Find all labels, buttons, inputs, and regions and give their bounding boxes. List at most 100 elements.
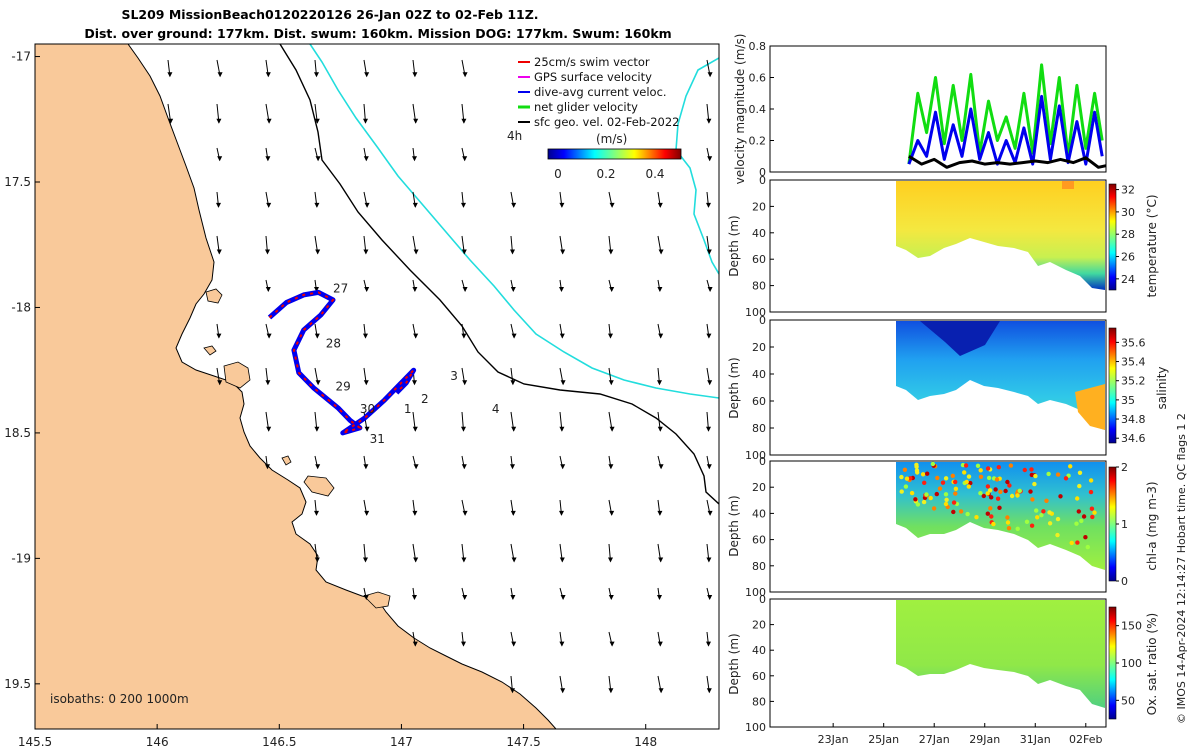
sfc-vector-head bbox=[559, 333, 565, 339]
sfc-vector-head bbox=[363, 156, 369, 162]
sfc-vector-head bbox=[657, 641, 663, 647]
sfc-vector-head bbox=[707, 380, 713, 386]
map-x-ticks: 145.5 146 146.5 147 147.5 148 bbox=[18, 724, 657, 749]
map-xtick-label: 147 bbox=[390, 735, 413, 749]
depth-tick-label: 100 bbox=[745, 586, 766, 599]
temperature-ylabel: Depth (m) bbox=[727, 215, 741, 276]
chl-sample bbox=[1033, 473, 1038, 479]
chl-sample bbox=[988, 506, 993, 511]
chlorophyll-cbar-label: chl-a (mg m-3) bbox=[1145, 481, 1159, 570]
legend-item: dive-avg current veloc. bbox=[534, 85, 667, 99]
sfc-vector-head bbox=[216, 202, 221, 208]
chl-sample bbox=[985, 491, 990, 496]
sfc-vector-head bbox=[314, 557, 320, 563]
depth-tick-label: 0 bbox=[759, 455, 766, 468]
sfc-vector-head bbox=[216, 249, 222, 255]
depth-tick-label: 100 bbox=[745, 721, 766, 734]
chl-sample bbox=[1006, 526, 1012, 531]
chl-sample bbox=[914, 464, 919, 469]
sfc-vector-head bbox=[560, 249, 566, 255]
chl-sample bbox=[1058, 494, 1063, 499]
time-tick-label: 29Jan bbox=[969, 733, 1000, 746]
depth-tick-label: 60 bbox=[752, 395, 766, 408]
chl-sample bbox=[1015, 493, 1020, 498]
oxygen-cbar-label: Ox. sat. ratio (%) bbox=[1145, 613, 1159, 715]
chl-sample bbox=[991, 521, 996, 527]
salinity-ylabel: Depth (m) bbox=[727, 357, 741, 418]
legend-item: GPS surface velocity bbox=[534, 70, 652, 84]
sfc-vector-head bbox=[609, 641, 615, 647]
sfc-vector-head bbox=[412, 287, 418, 292]
sfc-vector-head bbox=[511, 557, 517, 563]
sfc-vector-head bbox=[363, 464, 369, 470]
chl-sample bbox=[1044, 498, 1049, 503]
velocity-series-line bbox=[908, 155, 1107, 169]
depth-tick-label: 60 bbox=[752, 253, 766, 266]
chl-sample bbox=[931, 506, 937, 511]
chl-sample bbox=[968, 480, 973, 486]
map-xtick-label: 147.5 bbox=[506, 735, 540, 749]
chl-sample bbox=[909, 490, 915, 496]
time-axis-ticks: 23Jan 25Jan 27Jan 29Jan 31Jan 02Feb bbox=[818, 723, 1103, 746]
oxygen-section bbox=[896, 600, 1105, 708]
velocity-ytick-label: 0 bbox=[759, 166, 766, 179]
sfc-vector-head bbox=[314, 426, 320, 432]
chl-sample bbox=[930, 461, 936, 467]
sfc-vector-head bbox=[265, 464, 270, 470]
chl-sample bbox=[1009, 493, 1015, 499]
oxygen-colorbar bbox=[1108, 606, 1117, 720]
sfc-vector-head bbox=[265, 156, 271, 162]
chl-sample bbox=[994, 477, 1000, 482]
map-xtick-label: 146 bbox=[146, 735, 169, 749]
velocity-series-line bbox=[907, 94, 1104, 166]
sfc-vector-head bbox=[706, 249, 712, 255]
time-tick-label: 27Jan bbox=[919, 733, 950, 746]
sfc-vector-head bbox=[706, 641, 711, 647]
chl-sample bbox=[899, 474, 904, 480]
sfc-vector-head bbox=[706, 426, 711, 432]
sfc-vector-head bbox=[461, 426, 466, 432]
chl-sample bbox=[993, 487, 998, 492]
colorbar-tick: 0.2 bbox=[596, 167, 615, 181]
velocity-ytick-label: 0.6 bbox=[749, 72, 767, 85]
cbar-tick-label: 35.4 bbox=[1121, 356, 1146, 369]
sfc-vector-head bbox=[412, 380, 417, 386]
chl-sample bbox=[1063, 476, 1069, 481]
sfc-vector-head bbox=[560, 595, 566, 600]
sfc-vector-head bbox=[314, 72, 319, 78]
island bbox=[203, 345, 217, 356]
map-xtick-label: 146.5 bbox=[262, 735, 296, 749]
legend-item: net glider velocity bbox=[534, 100, 638, 114]
sfc-vector-head bbox=[559, 641, 565, 647]
sfc-vector-head bbox=[560, 688, 566, 694]
sfc-vector-head bbox=[412, 426, 418, 432]
sfc-vector-head bbox=[462, 72, 468, 78]
chlorophyll-samples bbox=[899, 461, 1097, 550]
sfc-vector-head bbox=[609, 510, 615, 516]
chl-sample bbox=[995, 496, 1001, 501]
chl-sample bbox=[1029, 523, 1035, 528]
time-tick-label: 25Jan bbox=[868, 733, 899, 746]
chl-sample bbox=[998, 489, 1003, 494]
sfc-vector-head bbox=[413, 333, 419, 339]
chlorophyll-section bbox=[896, 462, 1105, 570]
sfc-vector-head bbox=[168, 118, 174, 124]
island bbox=[205, 288, 223, 304]
sfc-vector-head bbox=[510, 688, 515, 694]
chl-sample bbox=[1068, 464, 1073, 469]
figure-title-line2: Dist. over ground: 177km. Dist. swum: 16… bbox=[84, 26, 671, 41]
chl-sample bbox=[996, 465, 1001, 470]
velocity-ytick-label: 0.4 bbox=[749, 103, 767, 116]
map-y-ticks: -17 17.5 -18 18.5 -19 19.5 bbox=[4, 50, 40, 691]
temperature-cbar-label: temperature (°C) bbox=[1145, 195, 1159, 298]
sfc-vector-head bbox=[315, 464, 321, 470]
sfc-vector-head bbox=[413, 557, 419, 563]
cbar-tick-label: 28 bbox=[1121, 228, 1135, 241]
chl-sample bbox=[1022, 467, 1027, 473]
chl-sample bbox=[1088, 478, 1094, 483]
depth-tick-label: 20 bbox=[752, 619, 766, 632]
chl-sample bbox=[940, 480, 946, 485]
sfc-vector-head bbox=[265, 249, 270, 255]
day-label: 1 bbox=[404, 402, 412, 416]
